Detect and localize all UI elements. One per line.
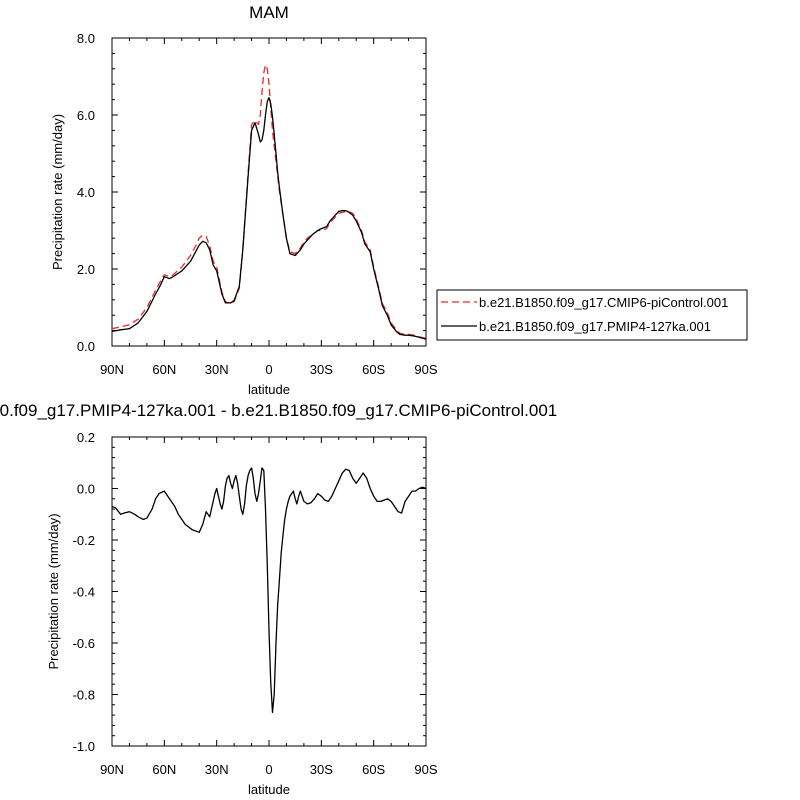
x-tick-label: 0 [265, 762, 272, 777]
y-tick-label: 0.2 [77, 430, 95, 445]
x-tick-label: 60S [362, 362, 385, 377]
chart-title: 850.f09_g17.PMIP4-127ka.001 - b.e21.B185… [0, 401, 557, 420]
legend-label-2: b.e21.B1850.f09_g17.PMIP4-127ka.001 [479, 319, 711, 334]
legend-frame [436, 289, 748, 341]
y-tick-label: 6.0 [77, 108, 95, 123]
x-tick-label: 30S [310, 362, 333, 377]
x-tick-label: 90N [100, 362, 124, 377]
x-tick-label: 30N [205, 362, 229, 377]
series-line-2 [112, 97, 426, 340]
y-tick-label: -0.6 [73, 636, 95, 651]
legend-label-1: b.e21.B1850.f09_g17.CMIP6-piControl.001 [479, 295, 728, 310]
y-tick-label: -0.4 [73, 585, 95, 600]
x-tick-label: 60N [152, 762, 176, 777]
y-axis-label: Precipitation rate (mm/day) [46, 513, 61, 669]
x-tick-label: 0 [265, 362, 272, 377]
y-tick-label: -0.8 [73, 688, 95, 703]
x-axis-label: latitude [248, 382, 290, 397]
chart-panel-2: 850.f09_g17.PMIP4-127ka.001 - b.e21.B185… [0, 401, 557, 797]
y-axis-label: Precipitation rate (mm/day) [50, 114, 65, 270]
x-tick-label: 60S [362, 762, 385, 777]
y-tick-label: 4.0 [77, 185, 95, 200]
chart-title: MAM [249, 3, 289, 22]
y-tick-label: 0.0 [77, 482, 95, 497]
y-tick-label: 8.0 [77, 31, 95, 46]
y-tick-label: -1.0 [73, 739, 95, 754]
legend: b.e21.B1850.f09_g17.CMIP6-piControl.001b… [436, 289, 748, 341]
series-line-1 [112, 467, 426, 714]
y-tick-label: 2.0 [77, 262, 95, 277]
x-tick-label: 90S [414, 762, 437, 777]
plot-frame [111, 436, 427, 747]
y-tick-label: 0.0 [77, 339, 95, 354]
x-tick-label: 90S [414, 362, 437, 377]
x-tick-label: 30N [205, 762, 229, 777]
series-line-1 [112, 64, 426, 339]
x-tick-label: 60N [152, 362, 176, 377]
chart-panel-1: MAM 90N 60N 30N 0 30S 60S 90S 0.0 2.0 4.0 6.0 8.0 lat… [50, 3, 748, 397]
x-tick-label: 90N [100, 762, 124, 777]
x-axis-label: latitude [248, 782, 290, 797]
y-tick-label: -0.2 [73, 533, 95, 548]
x-tick-label: 30S [310, 762, 333, 777]
